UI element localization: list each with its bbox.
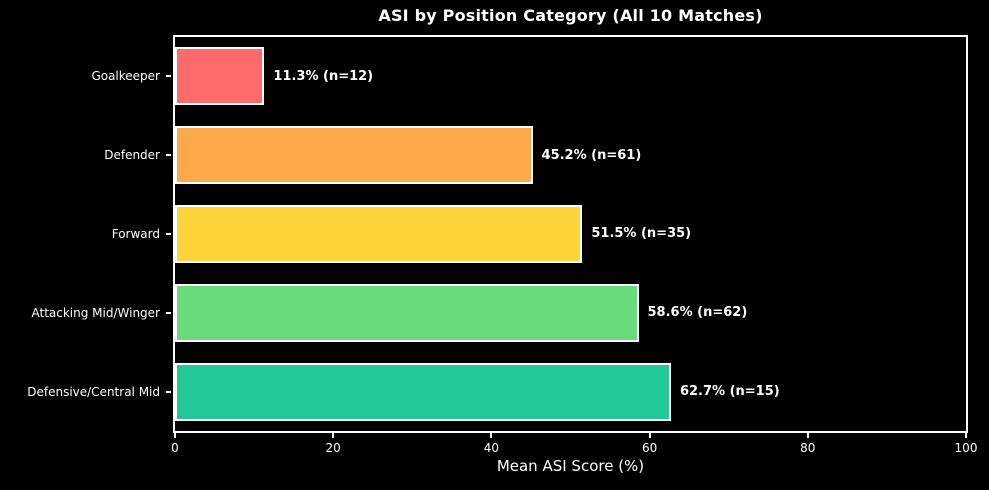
bar-row: 11.3% (n=12) <box>175 37 966 116</box>
bar <box>175 283 639 342</box>
x-tick-mark <box>965 433 967 438</box>
y-tick-label: Forward <box>111 227 160 241</box>
bar-value-label: 58.6% (n=62) <box>647 305 748 321</box>
x-tick-label: 80 <box>800 441 816 455</box>
y-tick-mark <box>166 75 171 78</box>
bar-value-label: 62.7% (n=15) <box>679 384 780 400</box>
y-tick-mark <box>166 390 171 393</box>
x-tick-mark <box>806 433 809 438</box>
x-tick-label: 40 <box>483 441 500 455</box>
y-tick-label: Defender <box>104 148 160 163</box>
y-tick-label: Defensive/Central Mid <box>27 384 160 399</box>
bar-value-label: 45.2% (n=61) <box>541 147 642 163</box>
x-tick-label: 100 <box>954 441 978 455</box>
bar <box>175 126 533 185</box>
x-tick-label: 60 <box>641 441 658 455</box>
x-tick-label: 0 <box>171 441 179 455</box>
bar-row: 62.7% (n=15) <box>175 352 966 431</box>
x-tick-mark <box>648 433 651 438</box>
bar-row: 58.6% (n=62) <box>175 273 966 352</box>
y-tick-mark <box>166 311 171 314</box>
plot-area: 11.3% (n=12) 45.2% (n=61) 51.5% (n=35) 58.6… <box>173 35 968 433</box>
x-tick-mark <box>332 433 335 438</box>
bar <box>175 204 583 263</box>
y-tick-label: Goalkeeper <box>91 69 160 84</box>
x-tick-label: 20 <box>325 441 341 455</box>
bar-value-label: 51.5% (n=35) <box>591 226 692 242</box>
y-tick-label: Attacking Mid/Winger <box>31 305 160 320</box>
y-tick-mark <box>166 154 171 157</box>
bar-row: 51.5% (n=35) <box>175 195 966 274</box>
x-tick-mark <box>490 433 493 438</box>
bar-row: 45.2% (n=61) <box>175 116 966 195</box>
y-tick-mark <box>166 233 171 235</box>
bar-value-label: 11.3% (n=12) <box>273 68 374 84</box>
bar <box>175 362 671 421</box>
x-tick-mark <box>174 433 176 438</box>
x-axis-label: Mean ASI Score (%) <box>496 457 645 475</box>
bar <box>175 47 265 106</box>
chart-title: ASI by Position Category (All 10 Matches… <box>378 6 763 25</box>
